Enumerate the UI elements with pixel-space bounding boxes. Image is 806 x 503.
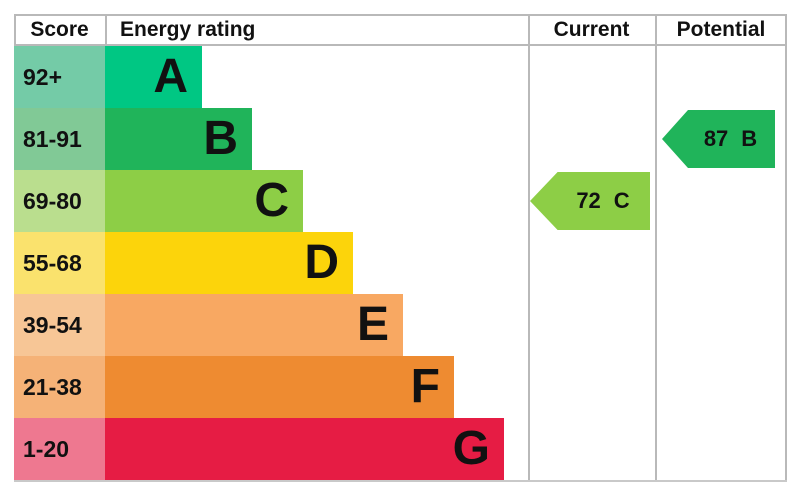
potential-column-divider — [655, 14, 657, 482]
potential-score-value: 87 — [703, 126, 729, 151]
band-row-d: 55-68 D — [14, 232, 785, 294]
band-row-b: 81-91 B — [14, 108, 785, 170]
score-range-cell: 69-80 — [14, 170, 105, 232]
score-range-cell: 21-38 — [14, 356, 105, 418]
current-column-divider — [528, 14, 530, 482]
score-range-cell: 55-68 — [14, 232, 105, 294]
rating-bar-e: E — [105, 294, 403, 356]
rating-bar-f: F — [105, 356, 454, 418]
table-bottom-border — [14, 480, 787, 482]
band-row-e: 39-54 E — [14, 294, 785, 356]
rating-letter: D — [304, 236, 339, 289]
band-rows: 92+ A 81-91 B 69-80 C 55-68 D 39-54 E 21… — [14, 46, 785, 480]
rating-letter: F — [410, 360, 440, 413]
rating-letter: B — [203, 112, 238, 165]
band-row-c: 69-80 C — [14, 170, 785, 232]
rating-bar-g: G — [105, 418, 504, 480]
band-row-g: 1-20 G — [14, 418, 785, 480]
current-rating-arrow: 72 C — [530, 172, 650, 230]
header-potential-label: Potential — [676, 18, 766, 41]
rating-bar-b: B — [105, 108, 252, 170]
band-row-f: 21-38 F — [14, 356, 785, 418]
potential-rating-letter: B — [741, 126, 758, 151]
header-left-border — [14, 14, 16, 46]
score-range-cell: 92+ — [14, 46, 105, 108]
current-score-value: 72 — [576, 188, 601, 213]
rating-letter: C — [254, 174, 289, 227]
rating-letter: G — [452, 422, 490, 475]
score-column-divider — [105, 14, 107, 46]
epc-rating-chart: Score Energy rating Current Potential 92… — [14, 14, 787, 482]
score-range-cell: 81-91 — [14, 108, 105, 170]
header-energy-rating-label: Energy rating — [120, 18, 256, 41]
header-row: Score Energy rating Current Potential — [14, 16, 787, 44]
potential-rating-arrow: 87 B — [662, 110, 775, 168]
table-top-border — [14, 14, 787, 16]
rating-letter: A — [153, 50, 188, 103]
current-rating-letter: C — [613, 188, 630, 213]
band-row-a: 92+ A — [14, 46, 785, 108]
rating-bar-c: C — [105, 170, 303, 232]
header-current-label: Current — [553, 18, 630, 41]
rating-bar-a: A — [105, 46, 202, 108]
header-score-label: Score — [30, 18, 89, 41]
rating-bar-d: D — [105, 232, 353, 294]
score-range-cell: 39-54 — [14, 294, 105, 356]
rating-letter: E — [356, 298, 389, 351]
score-range-cell: 1-20 — [14, 418, 105, 480]
header-bottom-border — [14, 44, 787, 46]
table-right-border — [785, 14, 787, 482]
